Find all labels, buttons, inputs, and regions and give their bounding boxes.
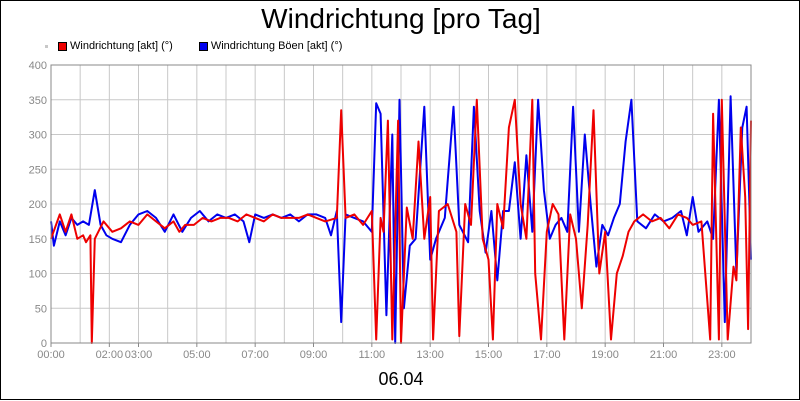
- x-tick-label: 00:00: [37, 349, 65, 361]
- plot-border: [50, 64, 752, 344]
- x-tick-label: 19:00: [591, 349, 619, 361]
- date-label: 06.04: [378, 369, 424, 389]
- legend-label-gust-direction: Windrichtung Böen [akt] (°): [210, 40, 343, 52]
- x-tick-label: 13:00: [416, 349, 444, 361]
- legend: Windrichtung [akt] (°) Windrichtung Böen…: [45, 39, 368, 53]
- legend-item-wind-direction: Windrichtung [akt] (°): [58, 40, 173, 52]
- y-tick-label: 50: [35, 303, 47, 315]
- x-tick-label: 15:00: [475, 349, 503, 361]
- x-tick-label: 09:00: [300, 349, 328, 361]
- x-tick-label: 11:00: [358, 349, 385, 361]
- y-tick-label: 300: [29, 130, 47, 142]
- legend-marker-icon: [45, 44, 48, 48]
- y-tick-label: 100: [29, 269, 47, 281]
- y-tick-label: 250: [29, 164, 47, 176]
- x-tick-label: 02:00: [96, 349, 124, 361]
- y-tick-label: 400: [29, 60, 47, 72]
- x-tick-label: 17:00: [533, 349, 561, 361]
- y-tick-label: 0: [41, 338, 47, 350]
- chart-title: Windrichtung [pro Tag]: [261, 3, 541, 34]
- legend-label-wind-direction: Windrichtung [akt] (°): [70, 40, 173, 52]
- x-tick-label: 05:00: [183, 349, 211, 361]
- x-tick-label: 03:00: [125, 349, 153, 361]
- x-tick-label: 23:00: [708, 349, 736, 361]
- series-line-wind-direction: [50, 98, 752, 344]
- y-tick-label: 150: [29, 234, 47, 246]
- y-tick-label: 200: [29, 199, 47, 211]
- legend-swatch-blue: [198, 41, 208, 51]
- y-tick-label: 350: [29, 95, 47, 107]
- x-tick-label: 07:00: [241, 349, 269, 361]
- x-tick-label: 21:00: [650, 349, 678, 361]
- legend-swatch-red: [58, 41, 67, 51]
- legend-item-gust-direction: Windrichtung Böen [akt] (°): [198, 40, 343, 52]
